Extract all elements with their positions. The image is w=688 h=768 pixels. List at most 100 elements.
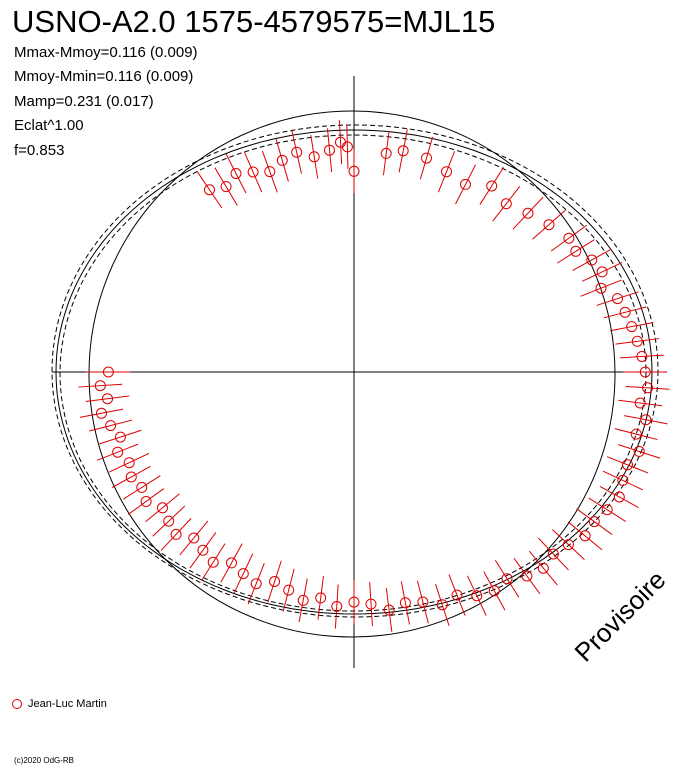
error-bar-8 xyxy=(512,196,544,230)
error-bar-25 xyxy=(618,444,661,459)
data-point-37 xyxy=(488,585,500,597)
error-bar-46 xyxy=(334,584,339,629)
data-point-7 xyxy=(500,198,512,210)
error-bar-33 xyxy=(537,537,569,571)
data-point-46 xyxy=(331,601,343,612)
error-bar-28 xyxy=(599,485,639,509)
error-bar-34 xyxy=(528,550,558,586)
error-bar-31 xyxy=(567,521,603,551)
data-point-51 xyxy=(250,578,262,590)
error-bar-21 xyxy=(625,385,670,390)
data-point-14 xyxy=(595,282,607,294)
data-point-30 xyxy=(588,516,600,528)
error-bar-19 xyxy=(619,354,664,359)
data-point-18 xyxy=(631,335,643,347)
error-bar-37 xyxy=(483,571,506,611)
data-point-1 xyxy=(380,147,392,159)
error-bar-36 xyxy=(494,559,520,598)
error-bar-32 xyxy=(552,529,585,561)
error-bar-50 xyxy=(267,560,282,603)
data-point-15 xyxy=(612,293,623,305)
data-point-22 xyxy=(634,397,646,409)
error-bar-78 xyxy=(310,135,319,179)
data-point-44 xyxy=(365,598,377,610)
error-bar-27 xyxy=(602,470,643,491)
data-point-81 xyxy=(341,141,353,153)
data-point-59 xyxy=(157,502,168,514)
data-point-48 xyxy=(297,594,309,606)
data-point-27 xyxy=(617,474,629,486)
data-point-4 xyxy=(441,166,452,178)
data-point-68 xyxy=(102,393,113,405)
data-point-29 xyxy=(601,504,613,516)
error-bar-73 xyxy=(225,153,247,194)
error-bar-10 xyxy=(550,224,587,252)
error-bar-51 xyxy=(247,563,265,605)
data-point-74 xyxy=(247,166,259,178)
error-bar-54 xyxy=(201,543,226,581)
error-bar-41 xyxy=(416,580,429,624)
error-bar-12 xyxy=(572,248,612,272)
data-point-40 xyxy=(436,599,448,611)
error-bar-1 xyxy=(382,131,390,176)
error-bar-64 xyxy=(97,443,139,461)
error-bar-76 xyxy=(275,139,289,182)
data-point-35 xyxy=(521,570,533,582)
legend-label: Jean-Luc Martin xyxy=(28,698,107,710)
error-bar-2 xyxy=(398,129,408,173)
error-bar-66 xyxy=(89,419,133,432)
data-point-73 xyxy=(230,168,242,179)
data-point-12 xyxy=(586,254,598,266)
error-bar-17 xyxy=(610,321,654,332)
data-point-19 xyxy=(636,351,648,362)
data-point-5 xyxy=(460,178,471,190)
error-bar-4 xyxy=(437,151,456,193)
model-curve-fit-lower xyxy=(59,134,647,612)
data-point-23 xyxy=(640,414,652,426)
data-point-9 xyxy=(543,219,555,231)
data-point-32 xyxy=(562,539,574,551)
error-bar-23 xyxy=(624,415,668,425)
error-bar-68 xyxy=(85,395,130,402)
error-bar-39 xyxy=(448,574,466,616)
data-point-75 xyxy=(264,166,276,178)
data-point-56 xyxy=(188,532,200,544)
data-point-67 xyxy=(96,407,107,419)
data-point-53 xyxy=(226,557,237,569)
error-bar-40 xyxy=(434,583,450,626)
error-bar-44 xyxy=(369,582,373,627)
data-point-66 xyxy=(105,420,117,432)
error-bar-11 xyxy=(557,239,595,264)
error-bar-61 xyxy=(122,475,161,500)
stat-mmoy-mmin: Mmoy-Mmin=0.116 (0.009) xyxy=(14,68,194,85)
error-bar-6 xyxy=(479,167,504,205)
data-point-76 xyxy=(276,154,288,166)
error-bar-53 xyxy=(220,543,243,583)
data-point-20 xyxy=(639,366,651,378)
data-point-70 xyxy=(102,366,114,378)
data-point-61 xyxy=(136,481,148,493)
data-point-58 xyxy=(163,515,175,527)
error-bar-69 xyxy=(78,383,123,388)
data-point-11 xyxy=(570,245,582,257)
error-bar-5 xyxy=(455,164,476,205)
data-point-45 xyxy=(348,596,360,608)
data-point-78 xyxy=(308,151,320,163)
data-point-55 xyxy=(197,544,209,556)
legend-marker-circle-icon xyxy=(12,699,22,710)
error-bar-29 xyxy=(588,497,627,522)
stat-eclat: Eclat^1.00 xyxy=(14,117,84,134)
data-point-8 xyxy=(522,207,534,219)
data-point-0 xyxy=(348,165,360,177)
error-bar-49 xyxy=(282,568,295,612)
error-bar-3 xyxy=(419,136,434,180)
data-point-26 xyxy=(622,459,633,471)
data-point-36 xyxy=(501,573,513,585)
data-point-38 xyxy=(471,590,483,602)
data-point-50 xyxy=(269,576,281,587)
error-bar-42 xyxy=(400,581,410,625)
stat-mamp: Mamp=0.231 (0.017) xyxy=(14,93,154,110)
data-point-72 xyxy=(220,181,232,193)
error-bar-71 xyxy=(196,171,223,209)
